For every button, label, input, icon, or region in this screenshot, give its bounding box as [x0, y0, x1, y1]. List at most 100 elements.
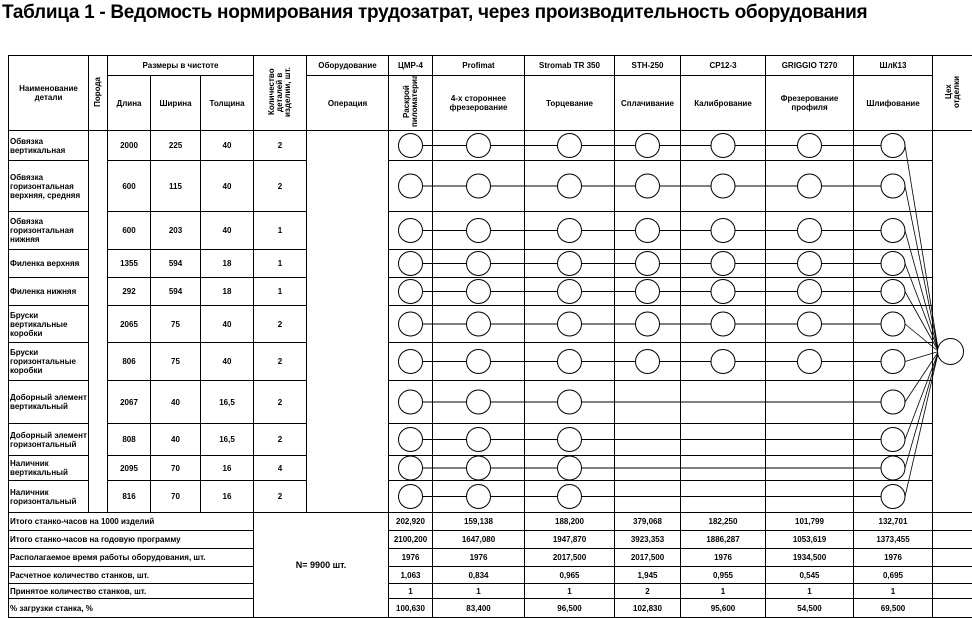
norm-table-wrap: Наименование детали Порода Размеры в чис… [8, 55, 972, 618]
summary-value: 101,799 [765, 512, 854, 531]
summary-value: 1976 [388, 548, 433, 567]
cell: Обвязка горизонтальная нижняя [8, 211, 89, 250]
cell: 600 [107, 160, 151, 212]
cell: 2 [253, 423, 307, 456]
flow-cell [765, 342, 854, 381]
species-cell [88, 130, 108, 513]
flow-cell [765, 249, 854, 278]
table-row: Наличник вертикальный 2095 70 16 4 [8, 455, 972, 481]
summary-value: 202,920 [388, 512, 433, 531]
cell: Доборный элемент горизонтальный [8, 423, 89, 456]
flow-cell [388, 342, 433, 381]
flow-cell [432, 305, 525, 343]
flow-cell [614, 305, 681, 343]
summary-value: 1 [680, 583, 766, 599]
flow-cell [614, 423, 681, 456]
summary-empty [932, 566, 972, 584]
flow-cell [524, 249, 615, 278]
summary-row: Располагаемое время работы оборудования,… [8, 548, 972, 567]
cell: Бруски горизонтальные коробки [8, 342, 89, 381]
header-width: Ширина [150, 75, 201, 131]
summary-value: 0,834 [432, 566, 525, 584]
flow-cell [765, 380, 854, 424]
cell: 806 [107, 342, 151, 381]
flow-cell [524, 480, 615, 513]
flow-cell [388, 455, 433, 481]
flow-cell [853, 249, 933, 278]
machine-name: STH-250 [614, 55, 681, 76]
table-row: Наличник горизонтальный 816 70 16 2 [8, 480, 972, 513]
machine-name: ШлК13 [853, 55, 933, 76]
summary-value: 1 [432, 583, 525, 599]
cell: 2 [253, 305, 307, 343]
header-name: Наименование детали [8, 55, 89, 131]
flow-cell [680, 423, 766, 456]
machine-name: Stromab TR 350 [524, 55, 615, 76]
header-qty-label: Количество деталей в изделии, шт. [267, 67, 292, 117]
flow-cell [388, 423, 433, 456]
cell: 600 [107, 211, 151, 250]
summary-value: 102,830 [614, 598, 681, 618]
summary-value: 100,630 [388, 598, 433, 618]
table-row: Филенка нижняя 292 594 18 1 [8, 277, 972, 306]
flow-cell [524, 160, 615, 212]
summary-value: 1373,455 [853, 530, 933, 549]
summary-value: 0,955 [680, 566, 766, 584]
cell: 1 [253, 211, 307, 250]
flow-cell [680, 305, 766, 343]
cell: Бруски вертикальные коробки [8, 305, 89, 343]
norm-table: Наименование детали Порода Размеры в чис… [8, 55, 972, 618]
flow-cell [765, 423, 854, 456]
flow-cell [680, 277, 766, 306]
summary-row: Итого станко-часов на годовую программу 2… [8, 530, 972, 549]
cell: 16 [200, 455, 254, 481]
page-title: Таблица 1 - Ведомость нормирования трудо… [2, 2, 868, 23]
cell: 16,5 [200, 380, 254, 424]
table-row: Обвязка горизонтальная верхняя, средняя 6… [8, 160, 972, 212]
flow-cell [432, 480, 525, 513]
cell: 225 [150, 130, 201, 161]
flow-cell [853, 211, 933, 250]
summary-row: Итого станко-часов на 1000 изделий N= 990… [8, 512, 972, 618]
cell: 40 [200, 130, 254, 161]
summary-value: 1 [388, 583, 433, 599]
flow-cell [388, 305, 433, 343]
summary-value: 188,200 [524, 512, 615, 531]
program-cell: N= 9900 шт. [253, 512, 389, 618]
cell: 594 [150, 277, 201, 306]
flow-cell [853, 160, 933, 212]
summary-value: 3923,353 [614, 530, 681, 549]
summary-value: 1053,619 [765, 530, 854, 549]
flow-cell [853, 342, 933, 381]
summary-value: 54,500 [765, 598, 854, 618]
cell: Филенка нижняя [8, 277, 89, 306]
summary-value: 1 [765, 583, 854, 599]
machine-op: Калибрование [680, 75, 766, 131]
cell: 292 [107, 277, 151, 306]
flow-cell [614, 160, 681, 212]
machine-name: GRIGGIO T270 [765, 55, 854, 76]
cell: 2095 [107, 455, 151, 481]
header-operation: Операция [306, 75, 389, 131]
flow-cell [614, 455, 681, 481]
cell: 16 [200, 480, 254, 513]
summary-value: 69,500 [853, 598, 933, 618]
flow-cell [853, 277, 933, 306]
flow-cell [853, 480, 933, 513]
flow-cell [388, 211, 433, 250]
cell: Наличник вертикальный [8, 455, 89, 481]
flow-cell [765, 130, 854, 161]
machine-name: ЦМР-4 [388, 55, 433, 76]
header-dims: Размеры в чистоте [107, 55, 254, 76]
cell: 70 [150, 480, 201, 513]
flow-cell [680, 455, 766, 481]
summary-value: 1 [853, 583, 933, 599]
summary-value: 1,063 [388, 566, 433, 584]
flow-cell [680, 130, 766, 161]
flow-cell [388, 160, 433, 212]
flow-cell [853, 423, 933, 456]
machine-op: Раскрой пиломатериала [388, 75, 433, 131]
flow-cell [432, 277, 525, 306]
finish-cell [932, 130, 972, 513]
table-row: Доборный элемент горизонтальный 808 40 16,5… [8, 423, 972, 456]
